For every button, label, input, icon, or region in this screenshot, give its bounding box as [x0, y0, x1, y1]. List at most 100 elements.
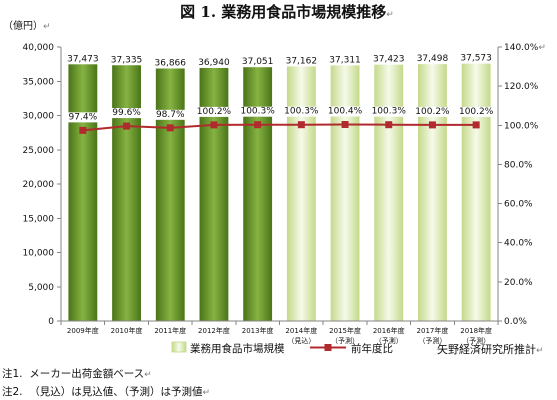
right-y-tick-label-text: 60.0%: [504, 200, 533, 210]
yoy-value-label: 100.4%: [328, 107, 363, 117]
x-tick-label: 2017年度: [417, 326, 449, 335]
x-tick-label: 2009年度: [67, 326, 99, 335]
x-tick-label: 2011年度: [154, 326, 186, 335]
right-y-tick-label: 120.0%: [504, 82, 539, 92]
x-tick-label: 2018年度: [460, 326, 492, 335]
plot-area: 0 5,000 10,000 15,000 20,000 25,000 30,000 35,0…: [23, 43, 546, 345]
bar: [243, 67, 273, 321]
yoy-marker: [341, 121, 349, 128]
bar-value-label: 37,162: [286, 56, 318, 66]
x-tick-sublabel: （見込）: [287, 336, 315, 345]
footnote-1-text: 注1. メーカー出荷金額ベース: [2, 367, 144, 380]
legend-line-marker: [324, 344, 332, 351]
yoy-marker: [297, 121, 305, 129]
right-y-tick-label: 20.0%: [504, 278, 533, 288]
chart-title: 図 1. 業務用食品市場規模推移↵: [180, 3, 394, 21]
footnote-1: 注1. メーカー出荷金額ベース↵: [2, 367, 152, 380]
yoy-value-label: 97.4%: [69, 112, 98, 122]
x-tick-sublabel: （予測）: [462, 336, 490, 345]
yoy-label-background: [283, 106, 320, 117]
x-tick-sublabel: （予測）: [418, 336, 446, 345]
right-y-tick-label-text: 80.0%: [504, 160, 533, 170]
left-y-tick-label: 20,000: [23, 180, 55, 190]
yoy-value-label: 100.2%: [459, 107, 494, 117]
yoy-value-label: 100.2%: [197, 107, 232, 117]
bar-value-label: 37,311: [329, 55, 361, 65]
yoy-value-label: 99.6%: [112, 108, 141, 118]
right-y-tick-label-text: 120.0%: [504, 82, 539, 92]
left-axis-unit-text: （億円）: [3, 19, 43, 32]
right-y-tick-label: 140.0%↵: [504, 43, 546, 53]
chart-title-text: 図 1. 業務用食品市場規模推移: [180, 3, 386, 21]
bar-value-label: 36,866: [155, 58, 187, 68]
yoy-label-background: [414, 106, 452, 117]
yoy-label-background: [370, 106, 408, 117]
x-tick-label: 2012年度: [198, 326, 230, 335]
bar-value-label: 37,423: [373, 55, 405, 65]
left-y-tick-label: 5,000: [28, 283, 54, 293]
bar-value-label: 37,473: [67, 54, 99, 64]
paragraph-mark: ↵: [144, 370, 152, 380]
left-y-tick-label: 15,000: [23, 214, 55, 224]
legend-bar-swatch: [171, 341, 187, 353]
yoy-marker: [123, 122, 131, 130]
yoy-value-label: 100.3%: [284, 107, 319, 117]
yoy-marker: [166, 124, 174, 132]
right-y-tick-label-text: 0.0%: [504, 317, 527, 327]
x-tick-sublabel: （予測）: [331, 336, 359, 345]
bar: [461, 63, 491, 322]
source-credit-text: 矢野経済研究所推計: [437, 342, 536, 356]
legend-bar-label: 業務用食品市場規模: [190, 342, 285, 355]
footnote-2-text: 注2. （見込）は見込値、（予測）は予測値: [2, 385, 203, 398]
right-y-tick-label: 60.0%: [504, 200, 533, 210]
left-y-tick-label: 30,000: [23, 112, 55, 122]
paragraph-mark: ↵: [386, 10, 394, 20]
yoy-label-background: [239, 106, 277, 117]
bar: [286, 66, 316, 321]
x-tick-label: 2016年度: [373, 326, 405, 335]
yoy-value-label: 100.3%: [372, 107, 407, 117]
right-y-tick-label-text: 20.0%: [504, 278, 533, 288]
yoy-line: [82, 123, 477, 132]
left-y-tick-label: 40,000: [23, 43, 55, 53]
x-tick-label: 2013年度: [242, 326, 274, 335]
yoy-marker: [428, 121, 436, 129]
x-tick-label: 2014年度: [285, 326, 317, 335]
yoy-marker: [79, 126, 87, 134]
yoy-label-background: [326, 106, 364, 117]
bar: [418, 64, 447, 321]
yoy-label-background: [111, 108, 143, 119]
yoy-label-background: [154, 109, 186, 120]
left-y-tick-label: 25,000: [23, 146, 55, 156]
paragraph-mark: ↵: [43, 22, 51, 32]
legend-line-label: 前年度比: [351, 342, 393, 355]
yoy-marker: [385, 121, 393, 129]
bar-value-label: 37,051: [242, 57, 274, 67]
left-y-tick-label: 10,000: [23, 249, 55, 259]
right-y-tick-label: 0.0%: [504, 317, 527, 327]
bar-value-label: 37,498: [417, 54, 449, 64]
yoy-value-label: 98.7%: [156, 110, 185, 120]
left-y-tick-label: 35,000: [23, 77, 55, 87]
bar: [155, 68, 185, 321]
left-axis-unit-label: （億円）↵: [3, 19, 51, 32]
bar-value-label: 37,335: [111, 55, 143, 65]
paragraph-mark: ↵: [536, 346, 544, 356]
bar-value-label: 36,940: [198, 58, 230, 68]
yoy-marker: [472, 121, 480, 129]
right-y-tick-label: 80.0%: [504, 160, 533, 170]
bar: [374, 64, 404, 322]
yoy-label-background: [195, 106, 233, 117]
paragraph-mark: ↵: [202, 388, 210, 398]
bar: [330, 65, 360, 321]
right-y-tick-label-text: 100.0%: [504, 121, 539, 131]
right-y-tick-label: 40.0%: [504, 239, 533, 249]
yoy-value-label: 100.3%: [240, 107, 275, 117]
right-y-tick-label-text: 140.0%: [504, 43, 539, 53]
paragraph-mark: ↵: [538, 43, 546, 53]
bar-value-label: 37,573: [460, 54, 492, 64]
yoy-marker: [254, 121, 262, 129]
bar: [68, 64, 98, 321]
